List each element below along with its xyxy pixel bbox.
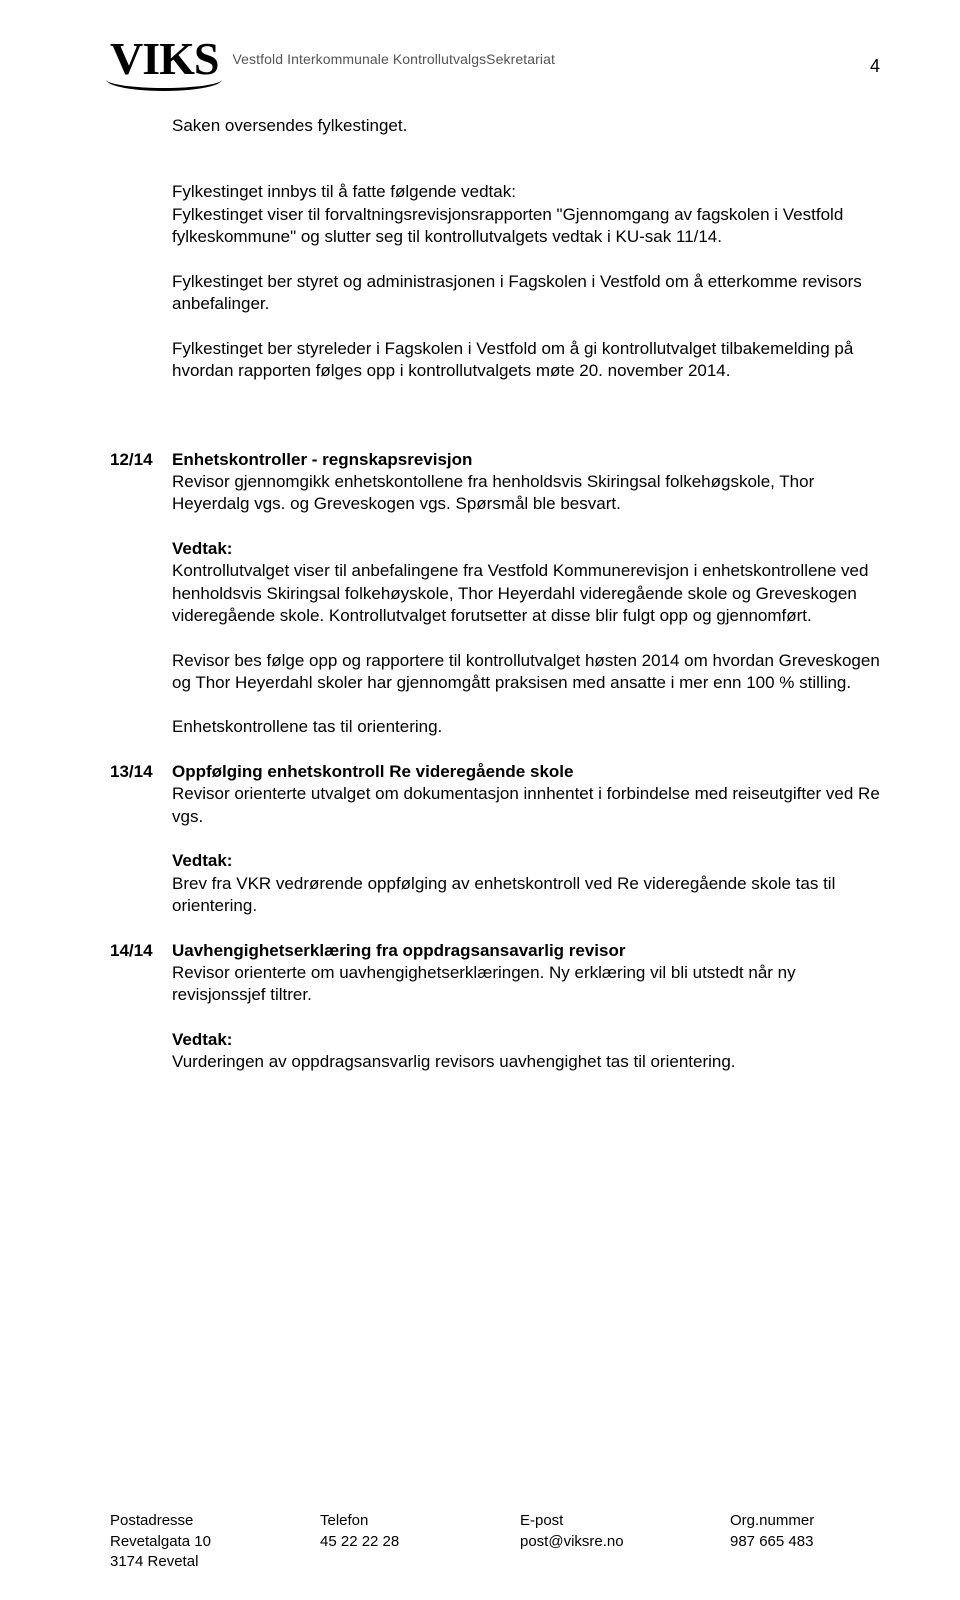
vedtak-body: Brev fra VKR vedrørende oppfølging av en… [172,874,835,915]
footer-line: 987 665 483 [730,1532,880,1552]
vedtak-body: Kontrollutvalget viser til anbefalingene… [172,561,868,625]
vedtak-heading: Vedtak: [172,539,232,558]
footer-heading: Telefon [320,1511,520,1531]
logo-cluster: VIKS Vestfold Interkommunale Kontrollutv… [110,32,555,85]
item-para: Enhetskontrollene tas til orientering. [172,716,880,738]
org-name: Vestfold Interkommunale KontrollutvalgsS… [232,51,555,67]
agenda-item: 12/14 Enhetskontroller - regnskapsrevisj… [110,449,880,761]
item-lead: Revisor gjennomgikk enhetskontollene fra… [172,472,814,513]
document-body: Saken oversendes fylkestinget. Fylkestin… [110,115,880,1096]
item-lead: Revisor orienterte om uavhengighetserklæ… [172,963,796,1004]
footer-col-orgnum: Org.nummer 987 665 483 [730,1511,880,1572]
footer-col-email: E-post post@viksre.no [520,1511,730,1572]
footer-line: 3174 Revetal [110,1552,320,1572]
vedtak-body: Vurderingen av oppdragsansvarlig revisor… [172,1052,736,1071]
item-number: 13/14 [110,761,172,783]
item-title: Oppfølging enhetskontroll Re videregåend… [172,762,573,781]
agenda-item: 13/14 Oppfølging enhetskontroll Re vider… [110,761,880,940]
logo-text: VIKS [110,32,218,85]
footer-col-phone: Telefon 45 22 22 28 [320,1511,520,1572]
footer: Postadresse Revetalgata 10 3174 Revetal … [110,1511,880,1572]
item-para: Revisor bes følge opp og rapportere til … [172,650,880,695]
page-number: 4 [870,56,880,77]
item-number: 12/14 [110,449,172,471]
header: VIKS Vestfold Interkommunale Kontrollutv… [110,32,880,85]
footer-heading: Org.nummer [730,1511,880,1531]
agenda-item: 14/14 Uavhengighetserklæring fra oppdrag… [110,940,880,1096]
intro-p1-title: Fylkestinget innbys til å fatte følgende… [172,181,880,203]
footer-col-address: Postadresse Revetalgata 10 3174 Revetal [110,1511,320,1572]
footer-line: post@viksre.no [520,1532,730,1552]
footer-line: Revetalgata 10 [110,1532,320,1552]
item-lead: Revisor orienterte utvalget om dokumenta… [172,784,880,825]
item-title: Enhetskontroller - regnskapsrevisjon [172,450,472,469]
item-number: 14/14 [110,940,172,962]
vedtak-heading: Vedtak: [172,1030,232,1049]
intro-p2: Fylkestinget ber styret og administrasjo… [172,271,880,316]
footer-heading: E-post [520,1511,730,1531]
item-title: Uavhengighetserklæring fra oppdragsansav… [172,941,625,960]
intro-line: Saken oversendes fylkestinget. [172,115,880,137]
intro-p1-body: Fylkestinget viser til forvaltningsrevis… [172,204,880,249]
vedtak-heading: Vedtak: [172,851,232,870]
footer-heading: Postadresse [110,1511,320,1531]
intro-p3: Fylkestinget ber styreleder i Fagskolen … [172,338,880,383]
footer-line: 45 22 22 28 [320,1532,520,1552]
